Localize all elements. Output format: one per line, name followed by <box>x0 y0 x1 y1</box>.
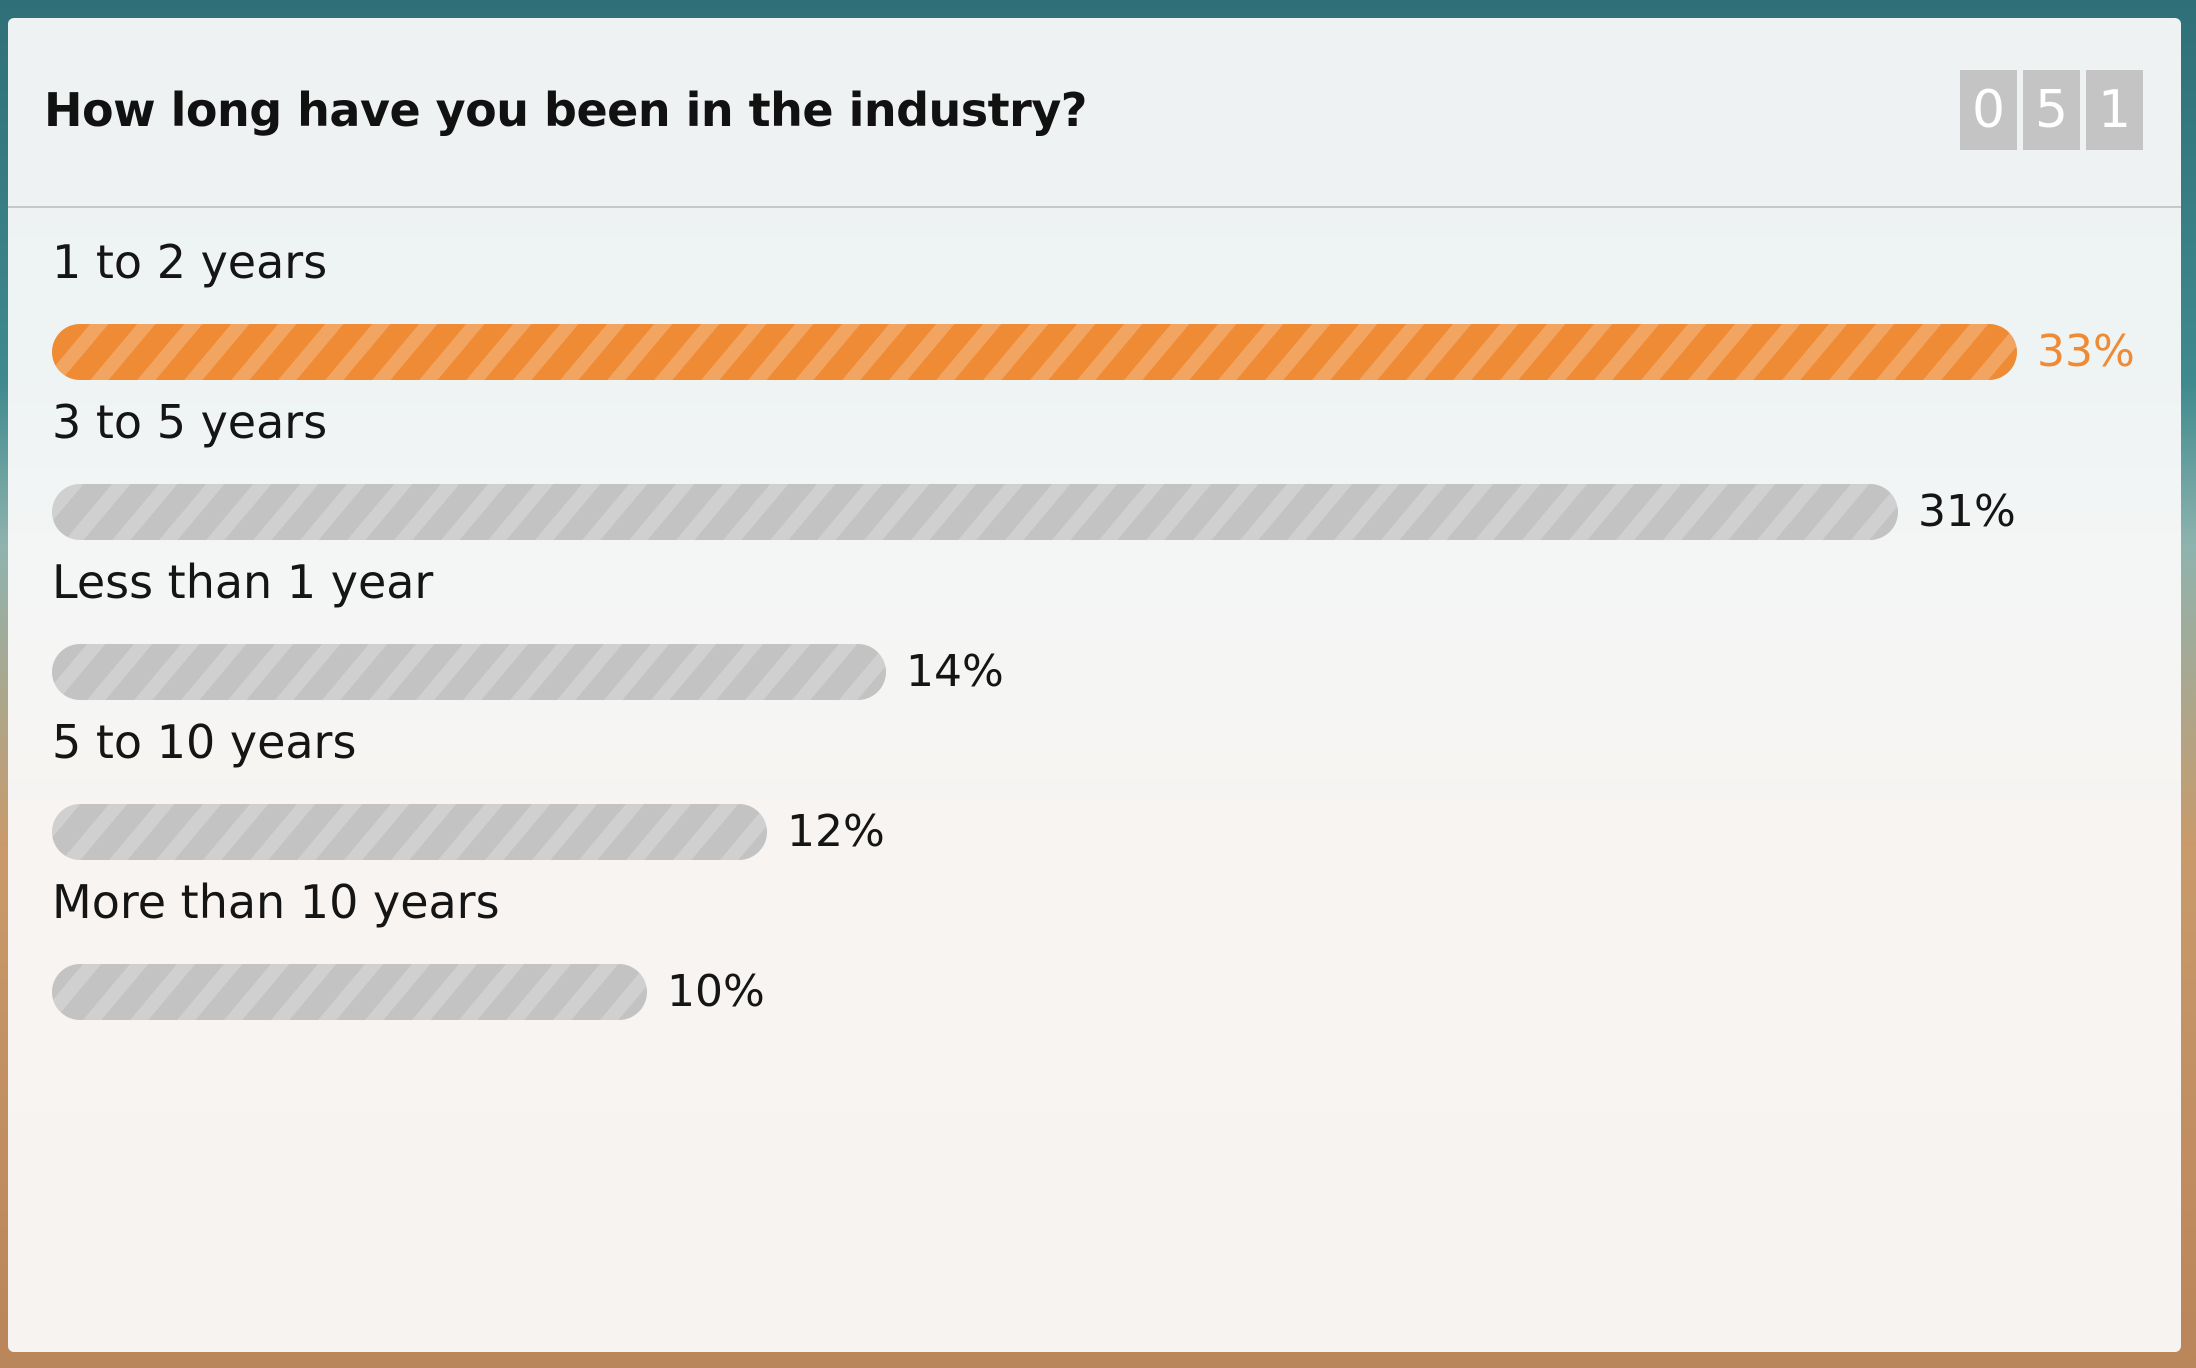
poll-option: 5 to 10 years 12% <box>52 715 2152 902</box>
option-percentage: 31% <box>1918 486 2016 537</box>
option-label: More than 10 years <box>52 875 500 929</box>
option-bar <box>52 964 647 1020</box>
option-bar <box>52 644 886 700</box>
option-bar-row: 31% <box>52 484 2152 540</box>
poll-option: More than 10 years 10% <box>52 875 2152 1062</box>
option-bar-row: 14% <box>52 644 2152 700</box>
poll-option: Less than 1 year 14% <box>52 555 2152 742</box>
counter-digit: 1 <box>2086 70 2143 150</box>
counter-digit: 5 <box>2023 70 2080 150</box>
option-percentage: 10% <box>667 966 765 1017</box>
option-label: Less than 1 year <box>52 555 434 609</box>
poll-option: 3 to 5 years 31% <box>52 395 2152 582</box>
option-bar-row: 33% <box>52 324 2152 380</box>
option-bar <box>52 324 2017 380</box>
option-percentage: 33% <box>2037 326 2135 377</box>
response-counter: 0 5 1 <box>1960 70 2143 150</box>
poll-option: 1 to 2 years 33% <box>52 235 2152 422</box>
option-percentage: 12% <box>787 806 885 857</box>
poll-card: How long have you been in the industry? … <box>8 18 2181 1352</box>
poll-header: How long have you been in the industry? … <box>8 18 2181 208</box>
option-bar-row: 12% <box>52 804 2152 860</box>
counter-digit: 0 <box>1960 70 2017 150</box>
poll-question: How long have you been in the industry? <box>44 83 1088 137</box>
option-bar <box>52 804 767 860</box>
option-bar <box>52 484 1898 540</box>
option-bar-row: 10% <box>52 964 2152 1020</box>
option-percentage: 14% <box>906 646 1004 697</box>
option-label: 3 to 5 years <box>52 395 328 449</box>
option-label: 5 to 10 years <box>52 715 357 769</box>
option-label: 1 to 2 years <box>52 235 328 289</box>
